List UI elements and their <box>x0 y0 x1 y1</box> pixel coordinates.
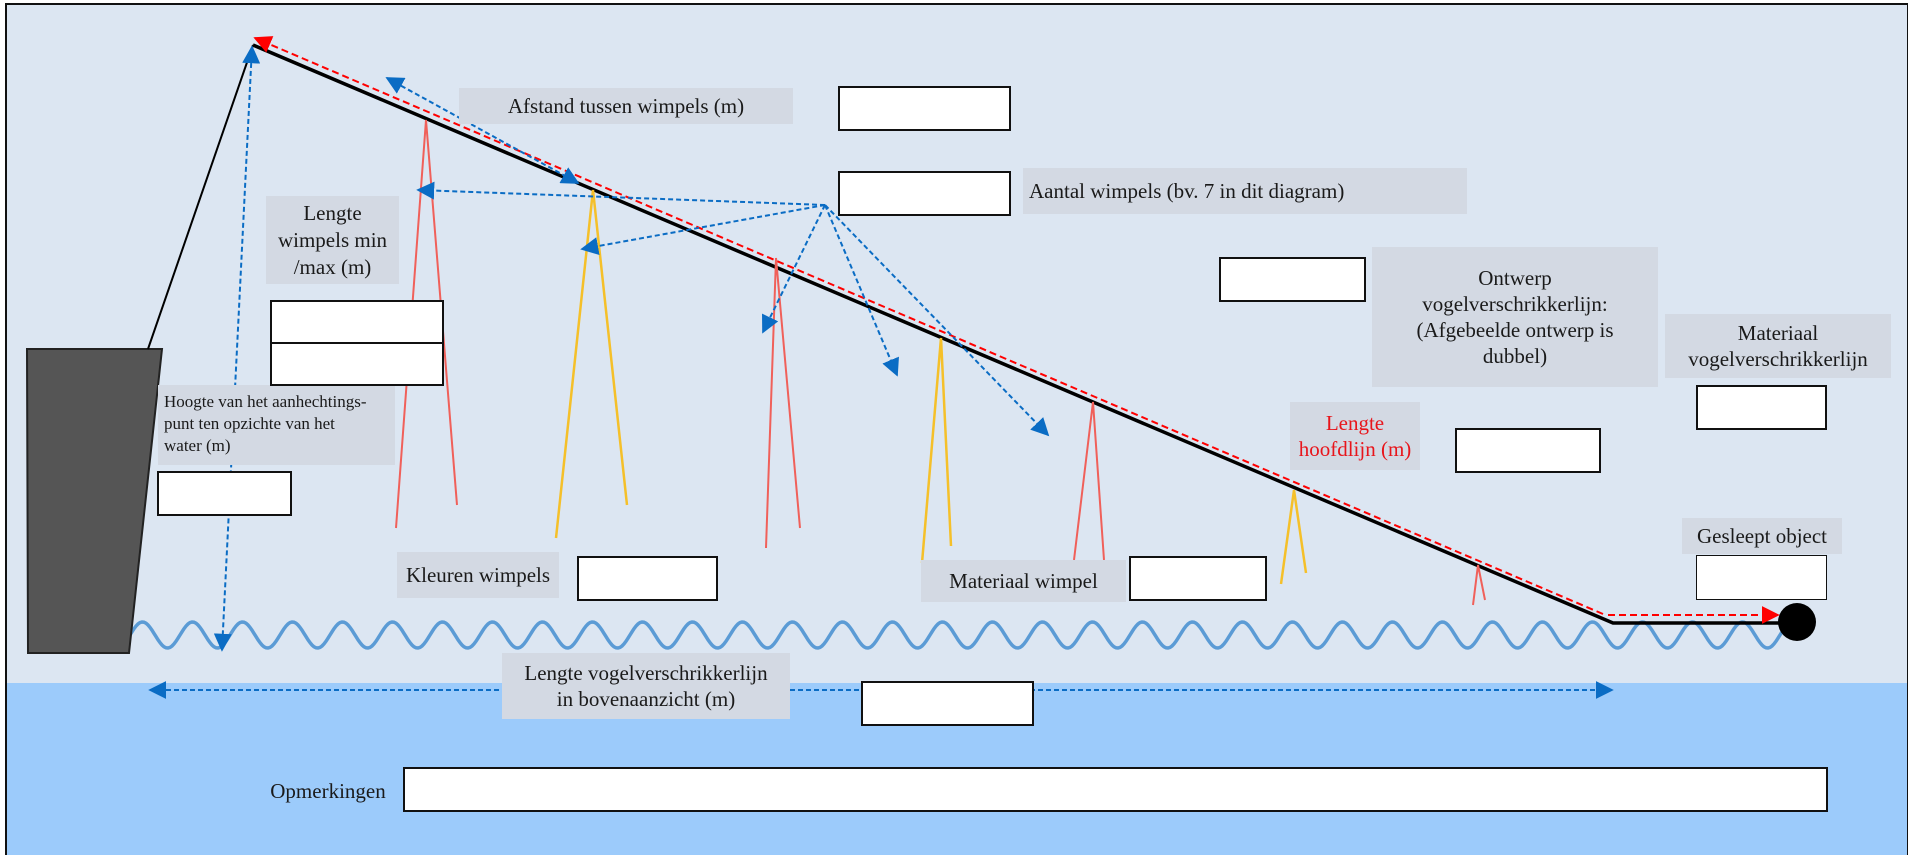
aerial-length-input[interactable] <box>861 681 1034 726</box>
towed-object-input[interactable] <box>1696 555 1827 600</box>
streamer-red-4 <box>1472 564 1486 606</box>
water-surface-wave <box>128 620 1792 650</box>
vessel-hull <box>25 348 164 654</box>
streamer-red-2 <box>765 257 801 549</box>
towed-object-ball <box>1778 603 1816 641</box>
count-pointer-1 <box>416 181 826 206</box>
design-input[interactable] <box>1219 257 1366 302</box>
colors-input[interactable] <box>577 556 718 601</box>
towed-object-label: Gesleept object <box>1682 518 1842 554</box>
spacing-arrow <box>385 77 580 184</box>
count-label: Aantal wimpels (bv. 7 in dit diagram) <box>1023 168 1467 214</box>
line-material-label: Materiaal vogelverschrikkerlijn <box>1665 314 1891 378</box>
spacing-label: Afstand tussen wimpels (m) <box>459 88 793 124</box>
aerial-length-label: Lengte vogelverschrikkerlijn in bovenaan… <box>502 653 790 719</box>
main-line-length-input[interactable] <box>1455 428 1601 473</box>
count-pointer-5 <box>824 204 1050 437</box>
attach-height-input[interactable] <box>157 471 292 516</box>
streamer-red-3 <box>1073 401 1105 561</box>
count-pointer-4 <box>824 204 899 377</box>
streamer-yellow-2 <box>920 337 953 564</box>
count-pointer-2 <box>580 204 826 255</box>
main-streamer-line <box>252 43 1790 625</box>
attach-height-arrow <box>213 45 261 652</box>
design-label: Ontwerp vogelverschrikkerlijn: (Afgebeel… <box>1372 247 1658 387</box>
remarks-input[interactable] <box>403 767 1828 812</box>
streamers <box>395 119 1486 606</box>
main-line-length-label: Lengte hoofdlijn (m) <box>1290 402 1420 470</box>
streamer-yellow-1 <box>554 189 629 539</box>
count-input[interactable] <box>838 171 1011 216</box>
remarks-label: Opmerkingen <box>270 779 386 803</box>
streamer-material-input[interactable] <box>1129 556 1267 601</box>
frame-border <box>5 3 1908 855</box>
length-minmax-label: Lengte wimpels min /max (m) <box>266 196 399 284</box>
attach-height-label: Hoogte van het aanhechtings- punt ten op… <box>158 385 395 465</box>
length-max-input[interactable] <box>270 342 444 386</box>
length-min-input[interactable] <box>270 300 444 344</box>
streamer-material-label: Materiaal wimpel <box>921 560 1126 602</box>
spacing-input[interactable] <box>838 86 1011 131</box>
streamer-yellow-3 <box>1279 489 1308 585</box>
line-material-input[interactable] <box>1696 385 1827 430</box>
colors-label: Kleuren wimpels <box>397 552 559 598</box>
